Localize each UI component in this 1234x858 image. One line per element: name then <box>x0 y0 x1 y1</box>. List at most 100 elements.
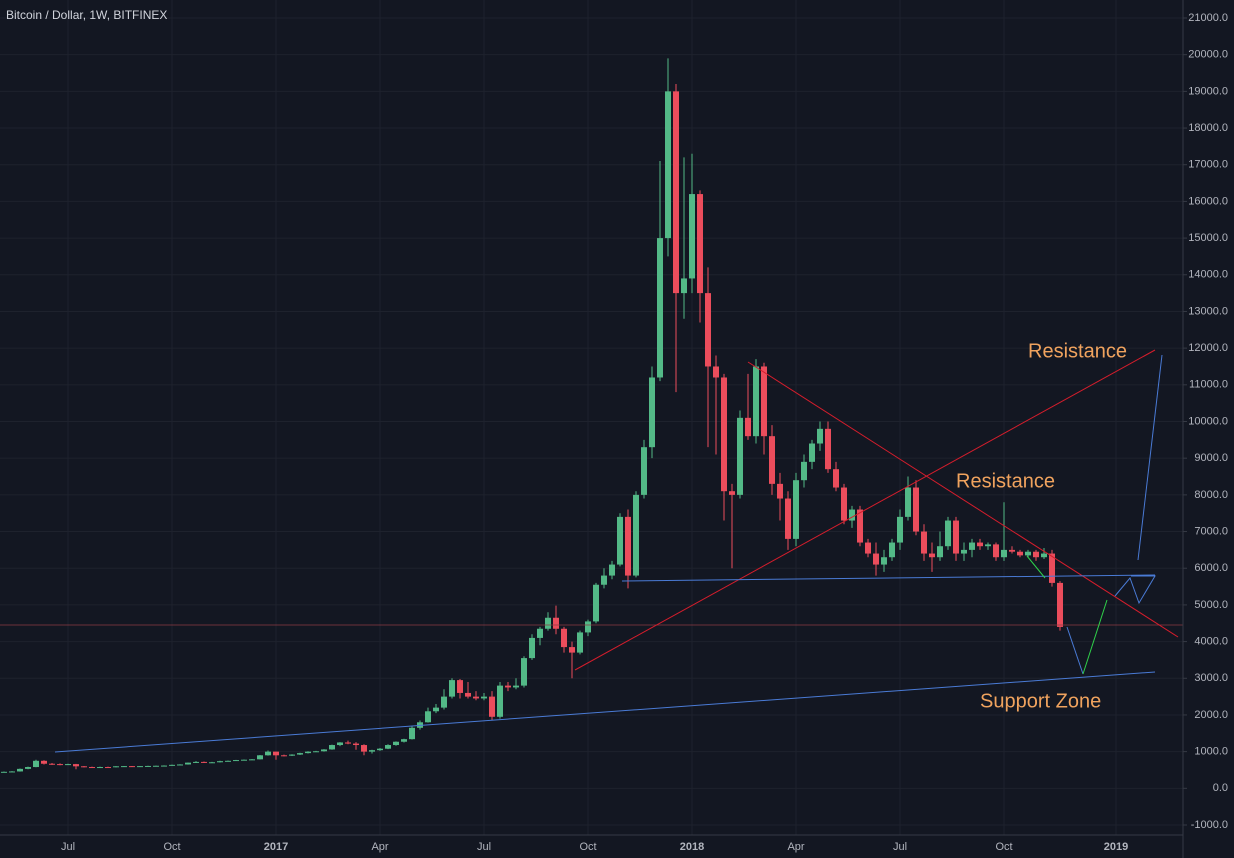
candle-body <box>1009 549 1015 552</box>
candle-body <box>945 520 951 547</box>
y-tick-label: 18000.0 <box>1188 122 1228 134</box>
candle-body <box>705 293 711 367</box>
candle-body <box>641 447 647 495</box>
candle-body <box>281 755 287 757</box>
candle-body <box>377 748 383 751</box>
candle-body <box>161 765 167 767</box>
candle-body <box>433 707 439 712</box>
candle-body <box>985 544 991 547</box>
candle-body <box>1017 551 1023 556</box>
drawings <box>0 349 1183 753</box>
candle-body <box>529 637 535 659</box>
candle-body <box>873 553 879 565</box>
y-tick-label: 10000.0 <box>1188 415 1228 427</box>
candle-body <box>609 564 615 576</box>
annotation: Support Zone <box>980 690 1101 712</box>
y-tick-label: 0.0 <box>1213 782 1228 794</box>
y-tick-label: 20000.0 <box>1188 49 1228 61</box>
candle-body <box>865 542 871 554</box>
candle-body <box>233 760 239 762</box>
candle-body <box>713 366 719 378</box>
y-tick-label: 14000.0 <box>1188 269 1228 281</box>
candle-body <box>393 741 399 746</box>
candle-body <box>473 696 479 699</box>
candle-body <box>561 628 567 648</box>
candles <box>1 58 1063 773</box>
candle-body <box>521 658 527 686</box>
candle-body <box>993 544 999 558</box>
y-tick-label: 4000.0 <box>1194 635 1228 647</box>
candle-body <box>169 764 175 766</box>
y-tick-label: 13000.0 <box>1188 305 1228 317</box>
candle-body <box>809 443 815 462</box>
candle-body <box>241 759 247 761</box>
x-tick-label: Oct <box>579 841 596 853</box>
y-tick-label: 21000.0 <box>1188 12 1228 24</box>
candle-body <box>937 546 943 558</box>
trend-line <box>54 671 1156 753</box>
candle-body <box>73 764 79 767</box>
candle-body <box>257 755 263 760</box>
trend-line <box>574 349 1156 671</box>
x-tick-label: Jul <box>61 841 75 853</box>
candle-body <box>825 428 831 470</box>
candle-body <box>105 767 111 769</box>
x-tick-label: Jul <box>477 841 491 853</box>
y-tick-label: 3000.0 <box>1194 672 1228 684</box>
candle-body <box>121 766 127 768</box>
candle-body <box>849 509 855 521</box>
candle-body <box>569 647 575 653</box>
candle-body <box>113 766 119 768</box>
candle-body <box>225 760 231 762</box>
candle-body <box>601 575 607 585</box>
candle-body <box>593 584 599 622</box>
candle-body <box>545 617 551 629</box>
candle-body <box>41 760 47 764</box>
candle-body <box>841 487 847 521</box>
candle-body <box>1001 549 1007 558</box>
projection <box>1026 555 1046 579</box>
candle-body <box>201 761 207 763</box>
candle-body <box>481 696 487 699</box>
y-tick-label: 1000.0 <box>1194 746 1228 758</box>
candle-body <box>193 761 199 763</box>
x-tick-label: Apr <box>787 841 804 853</box>
candle-body <box>961 549 967 554</box>
candle-body <box>553 617 559 629</box>
candle-body <box>681 278 687 294</box>
annotation: Resistance <box>956 470 1055 492</box>
candle-body <box>9 771 15 773</box>
candle-body <box>345 742 351 744</box>
candle-body <box>297 753 303 755</box>
y-tick-label: 19000.0 <box>1188 85 1228 97</box>
candle-body <box>185 762 191 765</box>
candle-body <box>1049 553 1055 583</box>
candle-body <box>353 743 359 746</box>
annotation: Resistance <box>1028 340 1127 362</box>
candle-body <box>753 366 759 437</box>
candle-body <box>89 767 95 769</box>
candle-body <box>657 238 663 378</box>
candle-body <box>449 680 455 697</box>
candle-body <box>801 461 807 481</box>
y-tick-label: 9000.0 <box>1194 452 1228 464</box>
candle-body <box>49 763 55 765</box>
candle-body <box>969 542 975 550</box>
y-tick-label: 8000.0 <box>1194 489 1228 501</box>
candle-body <box>17 768 23 772</box>
candle-body <box>313 751 319 753</box>
candle-body <box>977 542 983 547</box>
candle-body <box>881 557 887 565</box>
candle-body <box>1033 551 1039 558</box>
y-tick-label: 11000.0 <box>1189 379 1228 391</box>
candle-body <box>425 711 431 723</box>
candle-body <box>1025 551 1031 556</box>
candle-body <box>617 516 623 565</box>
candle-body <box>33 760 39 768</box>
grid <box>0 0 1183 835</box>
candle-body <box>489 696 495 717</box>
y-tick-label: 7000.0 <box>1194 525 1228 537</box>
candle-body <box>209 762 215 764</box>
candle-body <box>177 764 183 766</box>
